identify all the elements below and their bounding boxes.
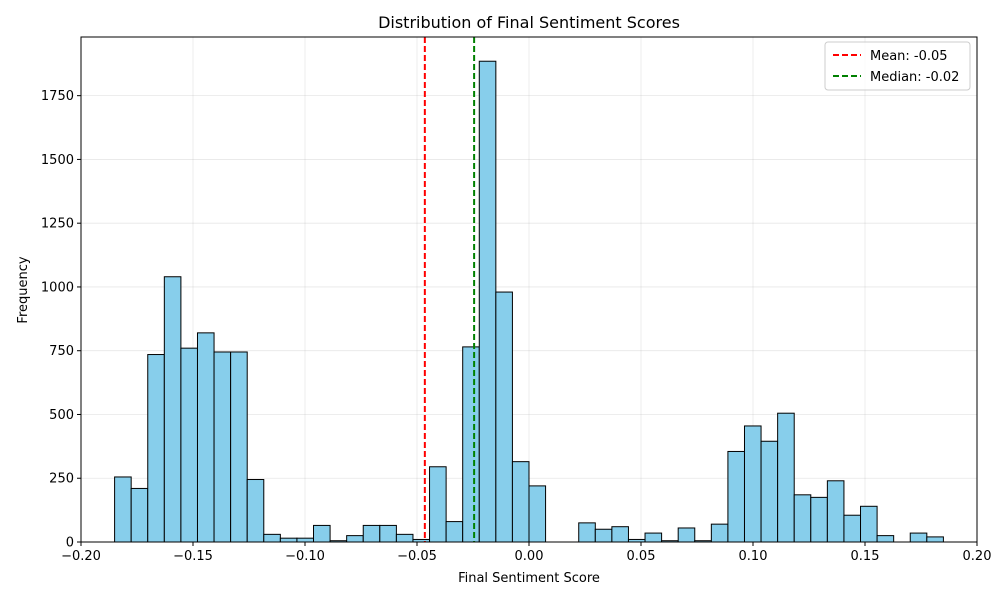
histogram-bar [180, 347, 198, 543]
x-tick-label: −0.20 [61, 549, 101, 564]
histogram-bar [114, 476, 132, 543]
histogram-bar [611, 526, 629, 543]
x-tick-label: −0.15 [173, 549, 213, 564]
y-tick-label: 500 [49, 408, 74, 423]
y-tick-label: 1000 [41, 280, 74, 295]
histogram-bar [909, 532, 928, 543]
y-tick-label: 1500 [41, 153, 74, 168]
y-tick-label: 1750 [41, 89, 74, 104]
histogram-bar [462, 346, 480, 543]
histogram-bar [196, 332, 215, 543]
histogram-bar [578, 522, 596, 543]
histogram-bar [147, 354, 165, 543]
legend-mean-label: Mean: -0.05 [870, 49, 948, 64]
histogram-bar [810, 496, 828, 543]
x-axis-ticks: −0.20 −0.15 −0.10 −0.05 0.00 0.05 0.10 0.15 0.20 [61, 542, 991, 564]
histogram-bar [346, 535, 364, 543]
x-tick-label: −0.05 [397, 549, 437, 564]
histogram-bar [777, 412, 795, 543]
y-tick-label: 750 [49, 344, 74, 359]
x-axis-title: Final Sentiment Score [458, 571, 600, 586]
y-axis-ticks: 0 250 500 750 1000 1250 1500 1750 [41, 89, 81, 551]
histogram-bar [213, 351, 232, 543]
histogram-bar [163, 276, 182, 543]
histogram-bar [860, 505, 878, 543]
histogram-bar [644, 532, 663, 543]
histogram-bar [843, 514, 862, 543]
histogram-bar [495, 291, 513, 543]
y-tick-label: 0 [66, 536, 74, 551]
histogram-bar [263, 533, 281, 543]
histogram-bar [478, 60, 497, 543]
legend-box [824, 41, 971, 91]
histogram-bar [279, 537, 298, 543]
y-tick-label: 250 [49, 472, 74, 487]
histogram-bar [710, 523, 729, 543]
histogram-bar [246, 479, 265, 543]
histogram-bar [429, 466, 447, 543]
histogram-bar [379, 524, 397, 543]
legend-median-label: Median: -0.02 [870, 70, 959, 85]
legend: Mean: -0.05 Median: -0.02 [824, 41, 971, 91]
x-tick-label: 0.15 [851, 549, 880, 564]
histogram-bar [793, 494, 812, 543]
x-tick-label: 0.05 [627, 549, 656, 564]
histogram-bar [528, 485, 547, 543]
histogram-bar [743, 425, 762, 543]
histogram-bars [114, 60, 944, 543]
histogram-bar [445, 521, 464, 543]
histogram-bar [230, 351, 248, 543]
histogram-bar [826, 480, 845, 543]
histogram-bar [727, 450, 745, 543]
reference-lines [423, 37, 476, 542]
y-tick-label: 1250 [41, 217, 74, 232]
histogram-bar [313, 524, 331, 543]
histogram-bar [296, 537, 315, 543]
histogram-bar [594, 528, 613, 543]
histogram-bar [395, 533, 414, 543]
histogram-bar [362, 524, 381, 543]
x-tick-label: 0.20 [963, 549, 992, 564]
histogram-bar [511, 461, 530, 543]
histogram-bar [876, 535, 895, 543]
x-tick-label: 0.10 [739, 549, 768, 564]
x-tick-label: −0.10 [285, 549, 325, 564]
histogram-bar [677, 527, 696, 543]
histogram-bar [760, 440, 779, 543]
histogram-bar [130, 487, 149, 543]
y-axis-title: Frequency [16, 256, 31, 323]
histogram-bar [926, 536, 944, 543]
x-tick-label: 0.00 [515, 549, 544, 564]
chart-title: Distribution of Final Sentiment Scores [378, 13, 680, 32]
